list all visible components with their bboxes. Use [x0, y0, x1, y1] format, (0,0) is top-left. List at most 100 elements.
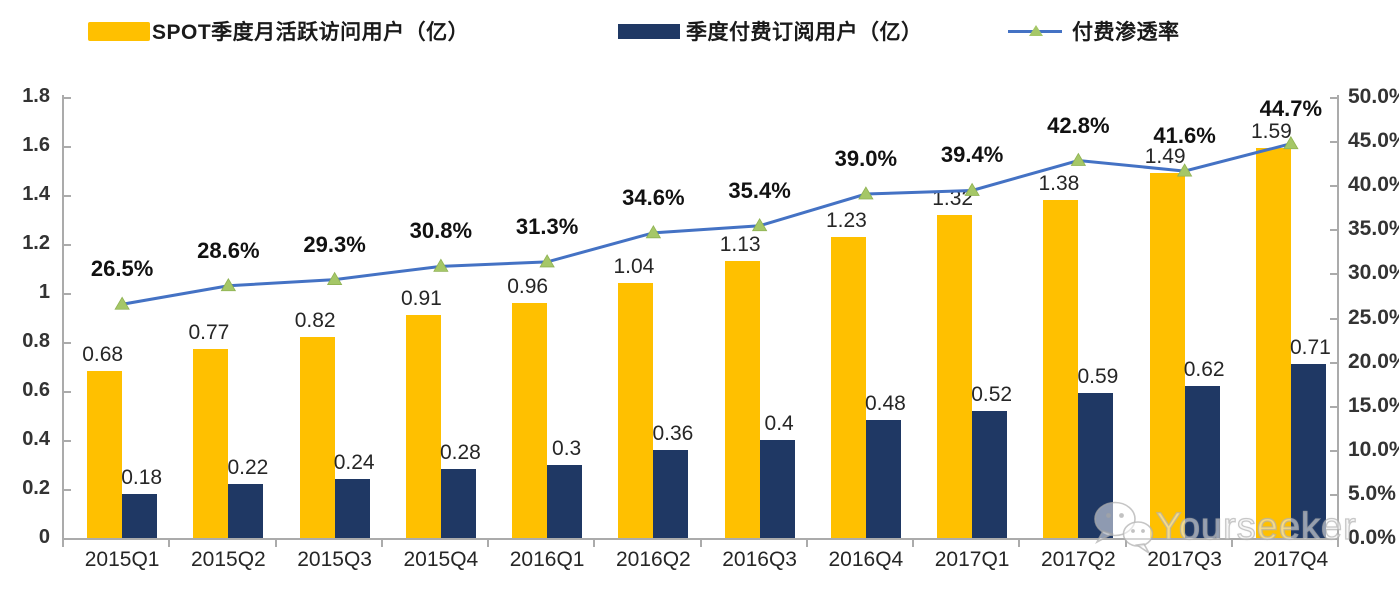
y-axis-left-tick: [64, 489, 71, 491]
y-axis-right-tick-label: 10.0%: [1348, 437, 1399, 461]
x-axis-label: 2016Q3: [722, 548, 797, 571]
mau-value-label: 0.82: [294, 309, 336, 333]
bar-subscribers: [440, 469, 476, 538]
legend-item-mau: SPOT季度月活跃访问用户（亿）: [88, 14, 469, 48]
penetration-marker: [645, 225, 662, 239]
bar-subscribers: [759, 440, 795, 538]
y-axis-right-tick-label: 20.0%: [1348, 349, 1399, 373]
x-axis-tick: [1337, 540, 1339, 547]
mau-value-label: 1.04: [613, 255, 655, 279]
legend-item-subscribers: 季度付费订阅用户（亿）: [618, 14, 923, 48]
penetration-value-label: 41.6%: [1153, 123, 1216, 149]
x-axis-label: 2017Q4: [1253, 548, 1329, 571]
penetration-marker: [1070, 152, 1087, 166]
y-axis-right: [1337, 95, 1339, 540]
x-axis-tick: [487, 540, 489, 547]
penetration-value-label: 39.0%: [834, 146, 898, 172]
wechat-icon: [1094, 501, 1154, 554]
y-axis-right-tick-label: 30.0%: [1348, 261, 1399, 285]
bar-subscribers: [122, 493, 158, 538]
x-axis-tick: [1230, 540, 1233, 547]
bar-mau: [724, 261, 760, 538]
mau-legend-label: SPOT季度月活跃访问用户（亿）: [152, 21, 470, 44]
y-axis-left-tick: [64, 538, 71, 540]
y-axis-right-tick: [1330, 229, 1337, 232]
penetration-marker: [751, 217, 768, 232]
bar-mau: [937, 214, 973, 538]
y-axis-right-tick: [1330, 449, 1337, 452]
x-axis-tick: [168, 540, 171, 547]
x-axis-label: 2016Q1: [509, 548, 585, 571]
bar-mau: [830, 236, 866, 538]
triangle-marker-icon: [1029, 25, 1043, 36]
subscribers-value-label: 0.52: [971, 382, 1013, 406]
x-axis-label: 2016Q2: [616, 548, 691, 571]
y-axis-left-tick-label: 1.8: [22, 85, 50, 107]
x-axis-tick: [62, 540, 64, 547]
x-axis-label: 2017Q2: [1041, 548, 1116, 571]
bar-subscribers: [653, 449, 689, 538]
penetration-marker: [114, 296, 130, 310]
subscribers-value-label: 0.62: [1183, 358, 1225, 382]
x-axis-label: 2015Q2: [191, 548, 266, 571]
y-axis-left-tick-label: 1.2: [22, 232, 50, 254]
x-axis-tick: [1124, 540, 1127, 547]
mau-value-label: 0.68: [82, 343, 124, 367]
x-axis-label: 2017Q1: [934, 548, 1010, 571]
y-axis-right-tick: [1330, 538, 1337, 540]
y-axis-left-tick-label: 0.8: [22, 330, 50, 352]
subscribers-value-label: 0.36: [652, 421, 694, 445]
y-axis-left-tick: [64, 342, 71, 344]
penetration-value-label: 29.3%: [303, 231, 366, 257]
bar-mau: [512, 302, 548, 538]
y-axis-right-tick-label: 45.0%: [1348, 129, 1399, 153]
y-axis-right-tick-label: 5.0%: [1348, 481, 1396, 505]
y-axis-left-tick: [64, 97, 71, 99]
subscribers-value-label: 0.18: [121, 465, 163, 489]
subscribers-value-label: 0.22: [227, 456, 269, 480]
y-axis-right-tick: [1330, 317, 1337, 320]
penetration-legend-line-icon: [1008, 21, 1062, 41]
y-axis-left: [62, 95, 64, 540]
penetration-marker: [433, 258, 449, 272]
penetration-value-label: 26.5%: [90, 256, 154, 282]
subscribers-value-label: 0.28: [439, 441, 481, 465]
x-axis-tick: [380, 540, 383, 547]
x-axis-tick: [699, 540, 702, 547]
x-axis-tick: [1018, 540, 1021, 547]
y-axis-left-tick-label: 0.2: [22, 477, 50, 499]
y-axis-left-tick: [64, 195, 71, 197]
penetration-value-label: 28.6%: [197, 237, 260, 263]
watermark-text: Yourseeker: [1155, 505, 1357, 548]
bar-subscribers: [334, 479, 370, 538]
subscribers-value-label: 0.48: [864, 392, 906, 416]
y-axis-left-tick-label: 0.6: [22, 379, 50, 401]
bar-subscribers: [1290, 364, 1326, 538]
mau-value-label: 0.91: [400, 287, 442, 311]
subscribers-value-label: 0.4: [764, 412, 794, 435]
subscribers-value-label: 0.71: [1289, 336, 1331, 360]
x-axis: [62, 538, 1339, 540]
x-axis-tick: [593, 540, 596, 547]
mau-value-label: 1.59: [1250, 120, 1292, 144]
y-axis-right-tick-label: 0.0%: [1348, 526, 1396, 549]
penetration-value-label: 44.7%: [1259, 95, 1323, 121]
y-axis-right-tick: [1330, 361, 1337, 364]
legend-item-penetration: 付费渗透率: [1008, 14, 1180, 48]
y-axis-left-tick-label: 0: [38, 526, 50, 548]
y-axis-left-tick-label: 1: [38, 281, 50, 303]
x-axis-label: 2017Q3: [1147, 548, 1222, 571]
bar-subscribers: [228, 484, 264, 538]
x-axis-tick: [274, 540, 277, 547]
x-axis-label: 2015Q3: [297, 548, 372, 571]
bar-subscribers: [1184, 386, 1220, 538]
penetration-value-label: 31.3%: [515, 213, 579, 239]
mau-value-label: 0.77: [188, 321, 230, 345]
penetration-marker: [858, 186, 874, 200]
penetration-value-label: 34.6%: [622, 184, 685, 210]
y-axis-right-tick: [1330, 185, 1337, 188]
y-axis-right-tick-label: 35.0%: [1348, 217, 1399, 241]
mau-value-label: 1.23: [825, 208, 867, 232]
penetration-value-label: 39.4%: [940, 142, 1004, 168]
penetration-legend-label: 付费渗透率: [1072, 21, 1180, 44]
